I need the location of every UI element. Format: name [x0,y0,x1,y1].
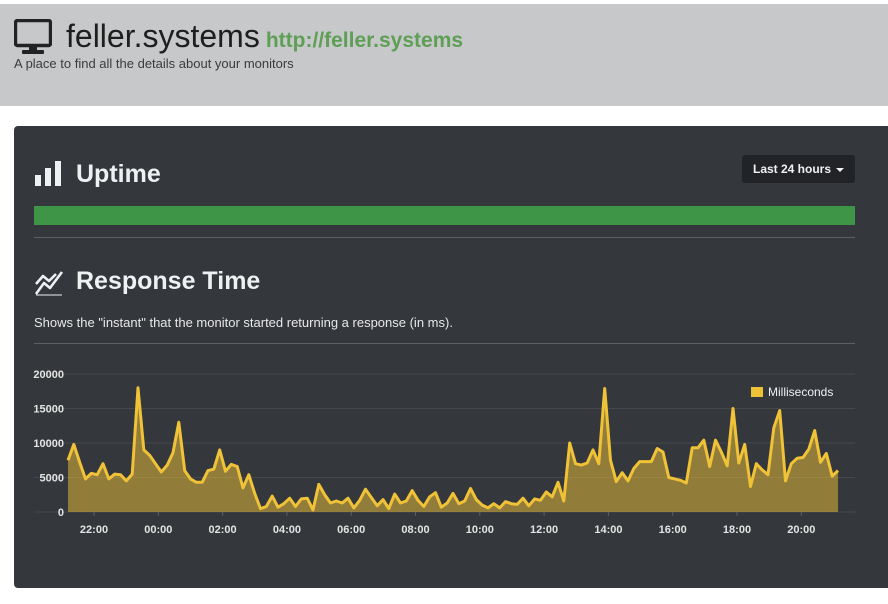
x-tick-label: 18:00 [723,524,751,536]
legend-label: Milliseconds [768,385,833,399]
response-time-description: Shows the "instant" that the monitor sta… [34,315,453,330]
line-chart-icon [34,271,64,296]
section-divider [34,343,855,344]
caret-down-icon [836,167,845,172]
y-tick-label: 20000 [33,369,64,381]
monitor-icon [14,19,52,54]
time-range-label: Last 24 hours [752,162,832,176]
series-area [68,387,838,512]
response-time-chart: 0 5000 10000 15000 20000 22:00 00:00 02:00 04:00… [33,369,855,536]
x-tick-label: 16:00 [659,524,687,536]
x-tick-label: 14:00 [594,524,622,536]
x-tick-label: 10:00 [466,524,494,536]
y-tick-label: 0 [58,507,64,519]
x-tick-label: 12:00 [530,524,558,536]
site-header: feller.systems http://feller.systems A pl… [0,4,888,106]
x-tick-label: 06:00 [337,524,365,536]
x-tick-label: 00:00 [144,524,172,536]
y-tick-label: 15000 [33,404,64,416]
section-divider [34,237,855,238]
series-line [66,386,840,512]
site-tagline: A place to find all the details about yo… [14,56,294,71]
x-tick-label: 02:00 [209,524,237,536]
uptime-title: Uptime [76,160,161,188]
x-tick-label: 08:00 [401,524,429,536]
site-name: feller.systems [66,18,260,54]
y-tick-label: 5000 [40,473,64,485]
time-range-dropdown[interactable]: Last 24 hours [742,155,855,183]
site-title: feller.systems http://feller.systems [66,18,463,55]
response-time-title: Response Time [76,267,261,295]
x-tick-label: 20:00 [787,524,815,536]
bar-chart-icon [35,161,61,186]
uptime-bar [34,206,855,225]
x-tick-label: 22:00 [80,524,108,536]
legend-swatch [751,387,763,397]
x-tick-label: 04:00 [273,524,301,536]
y-tick-label: 10000 [33,438,64,450]
site-url-link[interactable]: http://feller.systems [265,29,464,52]
